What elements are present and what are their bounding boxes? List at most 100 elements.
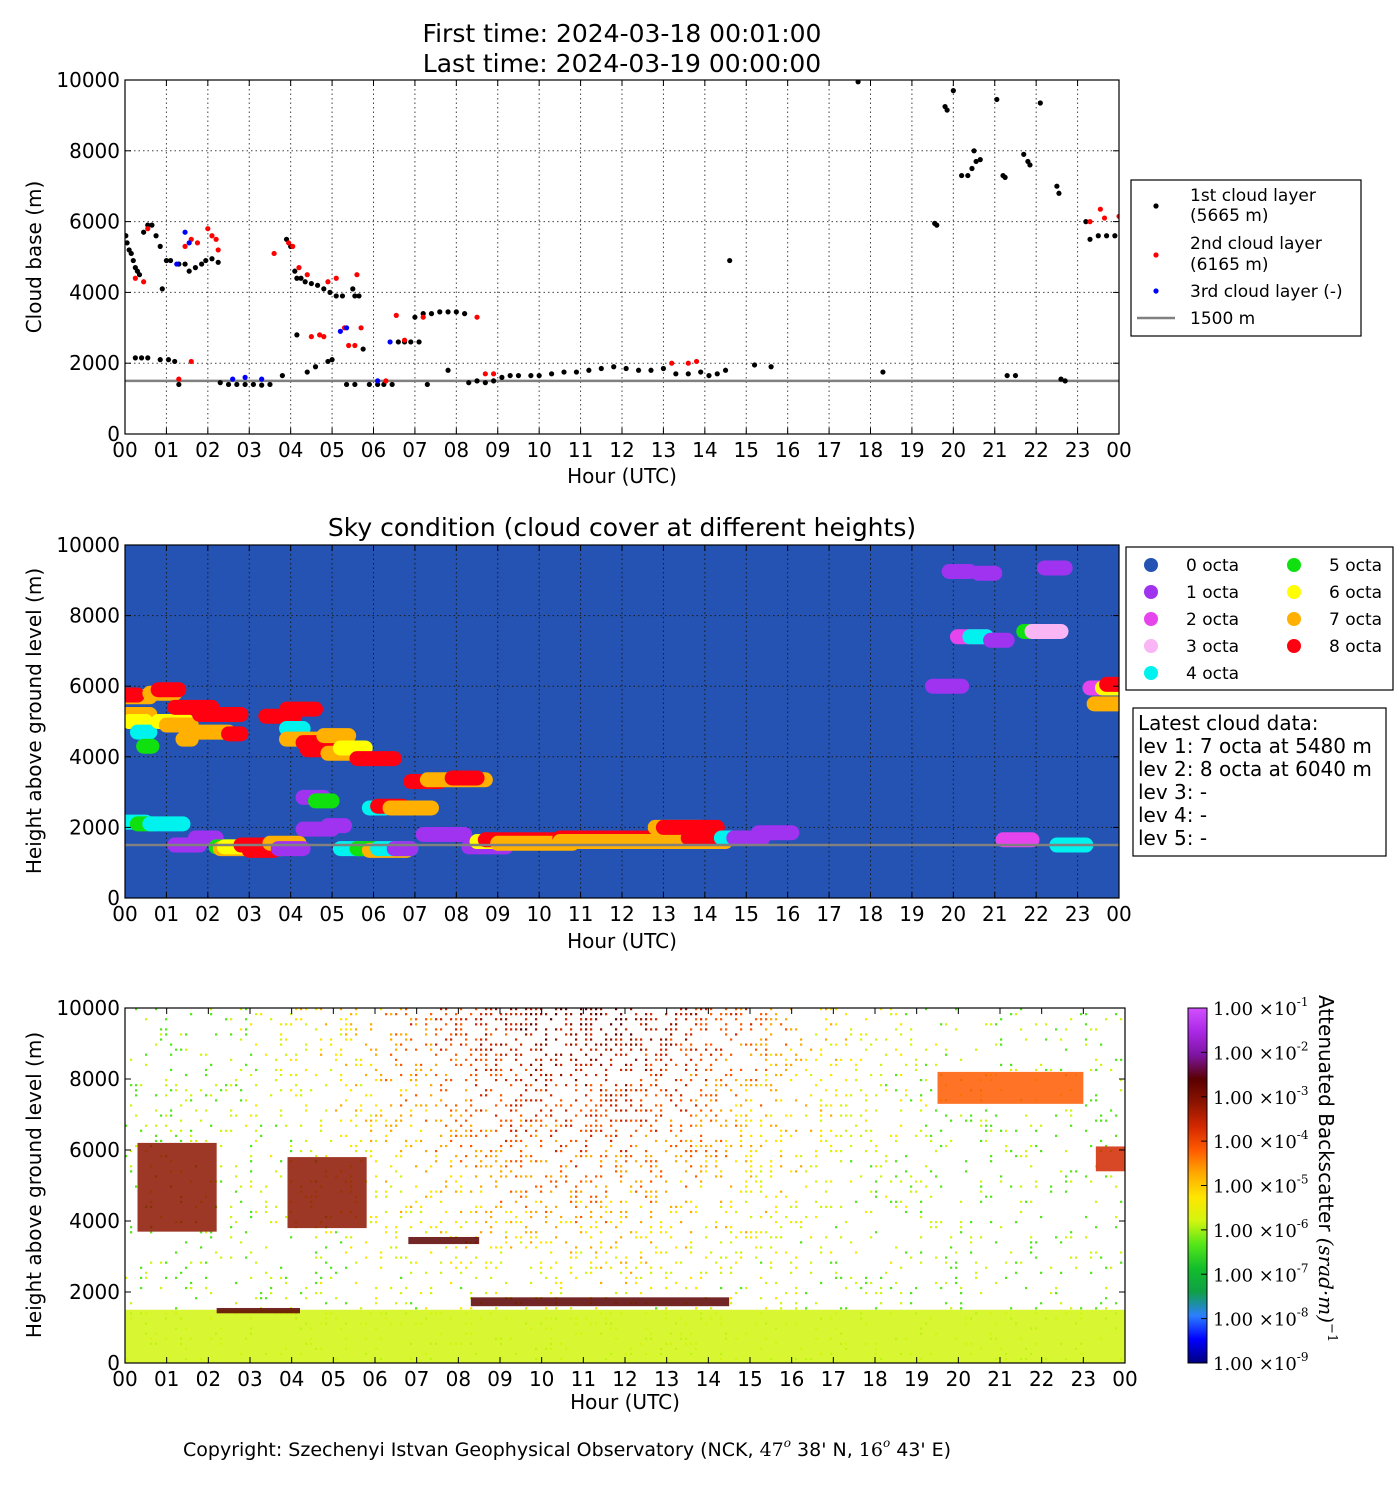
cloud-base-point xyxy=(132,355,138,361)
x-tick-label: 05 xyxy=(319,438,344,462)
backscatter-speckle xyxy=(725,1028,728,1031)
legend-sublabel-second: (6165 m) xyxy=(1190,255,1269,275)
backscatter-speckle xyxy=(625,1094,628,1097)
backscatter-speckle xyxy=(440,1084,443,1087)
backscatter-speckle xyxy=(535,1023,538,1026)
backscatter-speckle xyxy=(755,1246,758,1249)
backscatter-speckle xyxy=(280,1114,283,1117)
backscatter-speckle xyxy=(495,1018,498,1021)
backscatter-speckle xyxy=(460,1033,463,1036)
backscatter-speckle xyxy=(160,1261,163,1264)
cloud-base-point xyxy=(352,342,358,349)
backscatter-speckle xyxy=(600,1175,603,1178)
backscatter-speckle xyxy=(520,1165,523,1168)
backscatter-speckle xyxy=(320,1124,323,1127)
backscatter-speckle xyxy=(1105,1307,1108,1310)
backscatter-speckle xyxy=(760,1297,763,1300)
backscatter-speckle xyxy=(160,1033,163,1036)
backscatter-speckle xyxy=(700,1018,703,1021)
backscatter-speckle xyxy=(1060,1068,1063,1072)
backscatter-speckle xyxy=(820,1281,823,1285)
backscatter-speckle xyxy=(520,1094,523,1097)
backscatter-speckle xyxy=(560,1028,563,1031)
backscatter-speckle xyxy=(885,1038,888,1041)
backscatter-speckle xyxy=(445,1038,448,1041)
cloud-base-point xyxy=(199,261,205,267)
backscatter-speckle xyxy=(815,1155,818,1158)
backscatter-speckle xyxy=(530,1119,533,1122)
backscatter-speckle xyxy=(920,1251,923,1254)
backscatter-speckle xyxy=(670,1033,673,1036)
backscatter-speckle xyxy=(655,1246,658,1249)
backscatter-speckle xyxy=(205,1231,208,1234)
backscatter-speckle xyxy=(1010,1068,1013,1072)
cloud-base-point xyxy=(685,371,691,377)
cloud-base-point xyxy=(242,381,248,388)
backscatter-speckle xyxy=(985,1139,988,1143)
backscatter-speckle xyxy=(1020,1155,1023,1158)
backscatter-speckle xyxy=(745,1185,748,1188)
backscatter-speckle xyxy=(445,1246,448,1249)
backscatter-speckle xyxy=(880,1292,883,1295)
backscatter-speckle xyxy=(650,1155,653,1158)
backscatter-speckle xyxy=(705,1170,708,1173)
backscatter-speckle xyxy=(585,1124,588,1127)
backscatter-speckle xyxy=(895,1134,898,1137)
cloud-base-point xyxy=(466,380,472,386)
backscatter-speckle xyxy=(475,1165,478,1168)
backscatter-speckle xyxy=(770,1018,773,1021)
backscatter-speckle xyxy=(490,1226,493,1229)
backscatter-speckle xyxy=(735,1018,738,1021)
backscatter-speckle xyxy=(605,1114,608,1117)
colorbar-tick-label: 1.00 ×10-7 xyxy=(1213,1261,1309,1286)
backscatter-speckle xyxy=(660,1068,663,1072)
backscatter-speckle xyxy=(670,1058,673,1061)
backscatter-speckle xyxy=(660,1226,663,1229)
backscatter-speckle xyxy=(720,1109,723,1112)
backscatter-speckle xyxy=(510,1129,513,1132)
x-tick-label: 14 xyxy=(696,1367,721,1391)
backscatter-speckle xyxy=(365,1256,368,1259)
backscatter-speckle xyxy=(355,1109,358,1112)
backscatter-speckle xyxy=(305,1043,308,1046)
backscatter-speckle xyxy=(905,1094,908,1097)
backscatter-speckle xyxy=(920,1079,923,1082)
octa-legend-label: 4 octa xyxy=(1186,664,1239,684)
backscatter-speckle xyxy=(390,1129,393,1132)
backscatter-speckle xyxy=(440,1028,443,1031)
backscatter-speckle xyxy=(935,1256,938,1259)
backscatter-speckle xyxy=(1035,1256,1038,1259)
backscatter-speckle xyxy=(645,1134,648,1137)
backscatter-speckle xyxy=(1020,1200,1023,1203)
backscatter-speckle xyxy=(420,1129,423,1132)
backscatter-speckle xyxy=(595,1266,598,1269)
backscatter-speckle xyxy=(455,1246,458,1249)
backscatter-speckle xyxy=(720,1170,723,1173)
backscatter-speckle xyxy=(235,1190,238,1193)
cloud-base-point xyxy=(611,364,617,370)
backscatter-speckle xyxy=(620,1215,623,1219)
backscatter-speckle xyxy=(475,1018,478,1021)
backscatter-speckle xyxy=(675,1013,678,1016)
backscatter-speckle xyxy=(625,1150,628,1153)
backscatter-speckle xyxy=(600,1231,603,1234)
backscatter-speckle xyxy=(695,1104,698,1107)
backscatter-speckle xyxy=(615,1099,618,1102)
backscatter-speckle xyxy=(675,1043,678,1046)
backscatter-speckle xyxy=(900,1033,903,1036)
backscatter-speckle xyxy=(315,1073,318,1077)
backscatter-speckle xyxy=(430,1292,433,1295)
backscatter-speckle xyxy=(605,1043,608,1046)
backscatter-speckle xyxy=(650,1084,653,1087)
cloud-base-point xyxy=(462,311,468,317)
x-tick-label: 11 xyxy=(571,1367,596,1391)
backscatter-speckle xyxy=(570,1195,573,1198)
backscatter-speckle xyxy=(875,1231,878,1234)
backscatter-speckle xyxy=(915,1134,918,1137)
backscatter-speckle xyxy=(675,1063,678,1066)
backscatter-speckle xyxy=(610,1104,613,1107)
backscatter-speckle xyxy=(500,1251,503,1254)
backscatter-speckle xyxy=(635,1089,638,1092)
backscatter-speckle xyxy=(670,1043,673,1046)
backscatter-speckle xyxy=(525,1013,528,1016)
